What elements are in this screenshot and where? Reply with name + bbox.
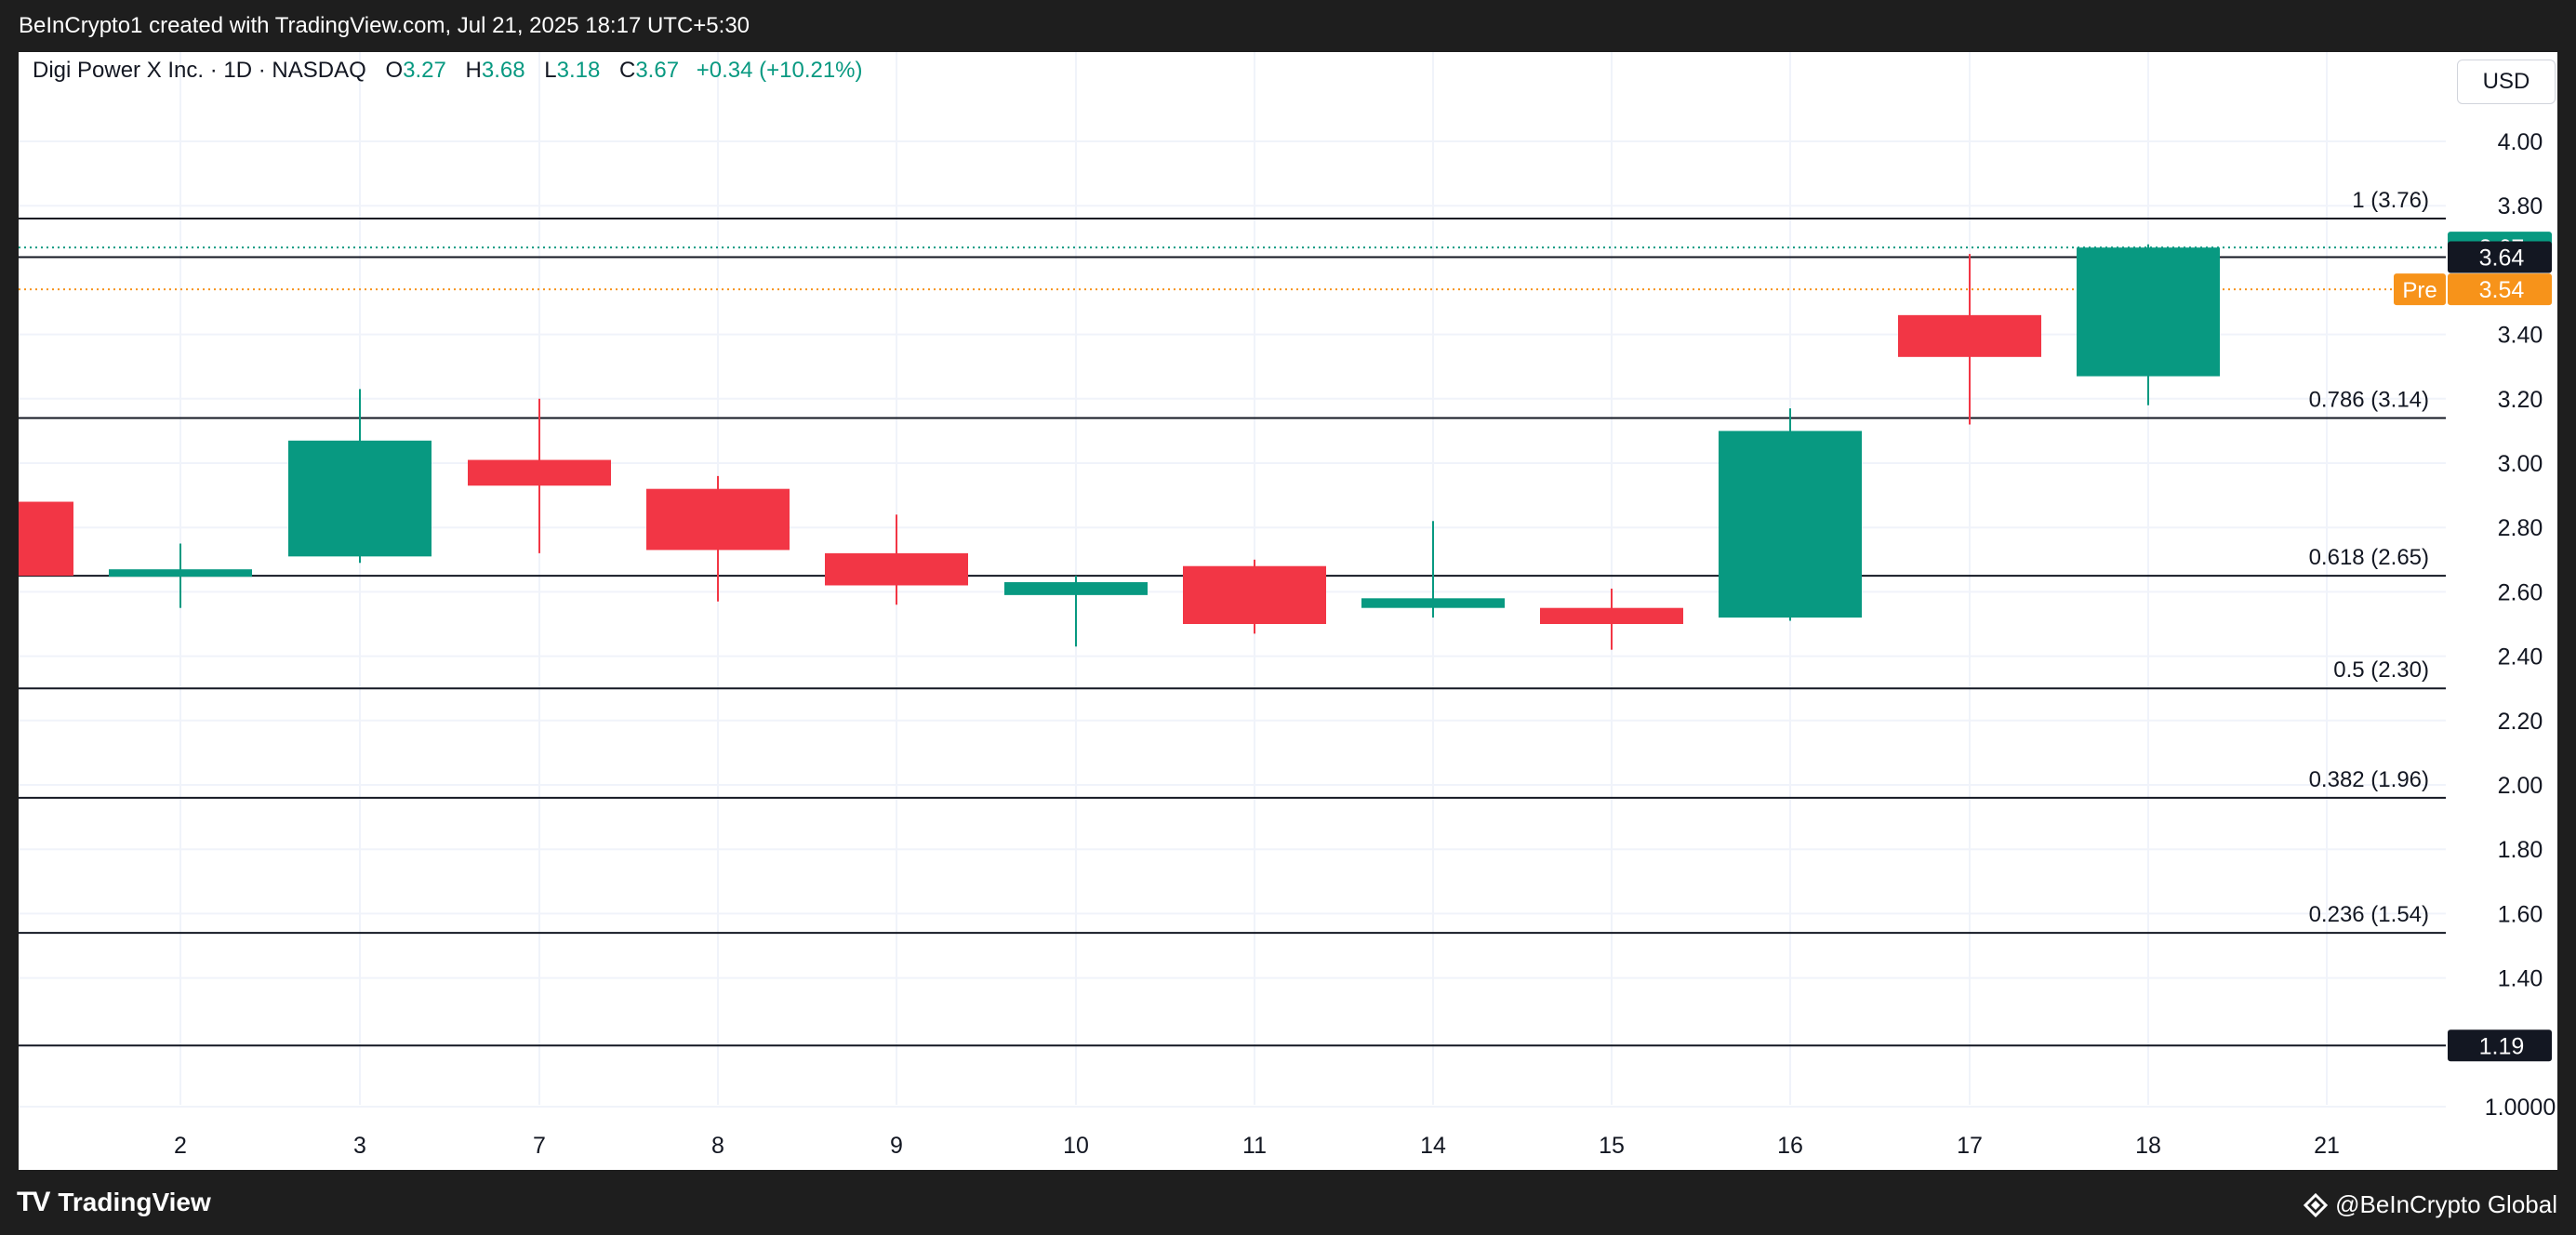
low-value: 3.18: [556, 58, 601, 83]
candle-body-up: [1361, 598, 1505, 608]
y-tick-label: 1.0000: [2485, 1095, 2556, 1121]
price-tag-dark: [2448, 241, 2552, 273]
candle-body-down: [825, 552, 968, 586]
x-tick-label: 3: [353, 1133, 366, 1159]
x-tick-label: 18: [2135, 1133, 2161, 1159]
symbol-name: Digi Power X Inc. · 1D · NASDAQ: [33, 58, 366, 83]
y-tick-label: 3.20: [2498, 387, 2543, 413]
fib-level-label: 1 (3.76): [2352, 188, 2429, 213]
y-tick-label: 4.00: [2498, 129, 2543, 155]
y-tick-label: 2.20: [2498, 709, 2543, 735]
x-tick-label: 9: [890, 1133, 903, 1159]
y-tick-label: 2.60: [2498, 579, 2543, 605]
y-tick-label: 3.40: [2498, 323, 2543, 349]
diamond-logo-icon: [2304, 1192, 2329, 1217]
tradingview-brand: TradingView: [58, 1188, 211, 1216]
low-label: L: [544, 58, 557, 83]
y-tick-label: 2.00: [2498, 773, 2543, 799]
x-tick-label: 7: [533, 1133, 546, 1159]
tradingview-icon: TV: [17, 1187, 50, 1217]
x-tick-label: 11: [1242, 1133, 1267, 1159]
y-tick-label: 3.00: [2498, 451, 2543, 477]
price-tag-dark: [2448, 1029, 2552, 1062]
beincrypto-credit: @BeInCrypto Global: [2304, 1190, 2557, 1219]
candle-body-down: [1183, 565, 1326, 624]
candle-body-up: [2077, 247, 2220, 377]
change-value: +0.34 (+10.21%): [696, 58, 863, 83]
price-tag-pre: [2448, 273, 2552, 306]
y-tick-label: 3.80: [2498, 193, 2543, 219]
fib-level-label: 0.786 (3.14): [2309, 388, 2429, 413]
x-tick-label: 16: [1777, 1133, 1803, 1159]
y-tick-label: 1.80: [2498, 837, 2543, 863]
candle-body-up: [1719, 431, 1862, 618]
y-tick-label: 1.40: [2498, 966, 2543, 992]
symbol-legend: Digi Power X Inc. · 1D · NASDAQ O3.27 H3…: [33, 58, 863, 84]
close-value: 3.67: [635, 58, 680, 83]
tradingview-logo[interactable]: TV TradingView: [17, 1187, 211, 1218]
open-value: 3.27: [403, 58, 446, 83]
candle-body-down: [1898, 314, 2041, 357]
candle-body-up: [288, 440, 432, 557]
candle-body-up: [1004, 582, 1148, 595]
candle-body-down: [468, 459, 611, 486]
chart-credit-bar: BeInCrypto1 created with TradingView.com…: [0, 0, 2576, 52]
fib-level-label: 0.236 (1.54): [2309, 902, 2429, 927]
close-label: C: [618, 58, 636, 83]
price-tag-value: 3.64: [2479, 246, 2525, 272]
x-tick-label: 14: [1420, 1133, 1446, 1159]
high-label: H: [465, 58, 482, 83]
open-label: O: [385, 58, 404, 83]
x-tick-label: 2: [174, 1133, 187, 1159]
currency-button[interactable]: USD: [2457, 60, 2556, 104]
candle-body-down: [19, 501, 73, 577]
candles-group: [19, 244, 2220, 650]
y-tick-label: 1.60: [2498, 901, 2543, 927]
x-tick-label: 10: [1063, 1133, 1089, 1159]
candle-body-down: [1540, 607, 1683, 624]
credit-text: BeInCrypto1 created with TradingView.com…: [19, 13, 750, 38]
high-value: 3.68: [481, 58, 525, 83]
x-tick-label: 15: [1599, 1133, 1625, 1159]
x-tick-label: 17: [1957, 1133, 1983, 1159]
candle-body-down: [646, 488, 790, 551]
y-tick-label: 2.40: [2498, 644, 2543, 671]
fib-level-label: 0.5 (2.30): [2333, 657, 2429, 683]
beincrypto-credit-text: @BeInCrypto Global: [2335, 1190, 2557, 1218]
price-tag-value: 3.54: [2479, 277, 2525, 303]
x-tick-label: 8: [711, 1133, 724, 1159]
price-tag-label-bg: [2394, 273, 2446, 306]
fib-level-label: 0.382 (1.96): [2309, 767, 2429, 792]
footer-bar: TV TradingView @BeInCrypto Global: [0, 1170, 2576, 1235]
x-tick-label: 21: [2314, 1133, 2340, 1159]
price-tag-value: 1.19: [2479, 1033, 2525, 1059]
fib-level-label: 0.618 (2.65): [2309, 545, 2429, 570]
candle-body-up: [109, 569, 252, 578]
y-tick-label: 2.80: [2498, 515, 2543, 541]
price-tag-label: Pre: [2402, 278, 2437, 303]
